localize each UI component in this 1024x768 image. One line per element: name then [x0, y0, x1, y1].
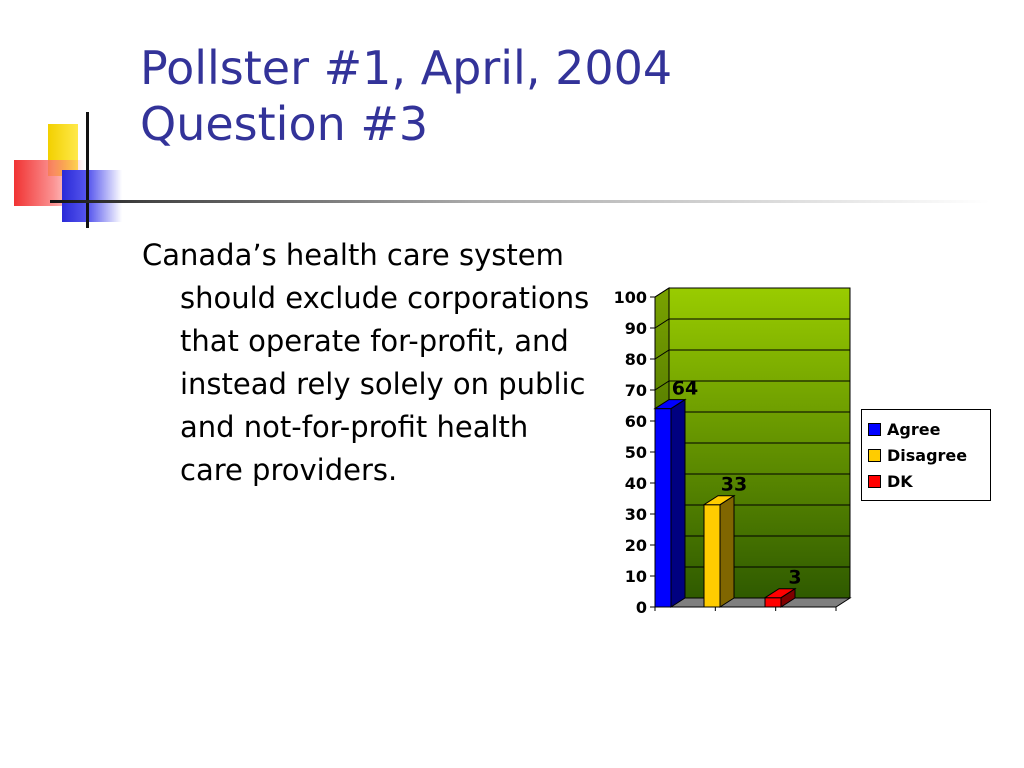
- data-label-agree: 64: [672, 378, 698, 400]
- legend-label-disagree: Disagree: [887, 445, 968, 465]
- bar-agree: [654, 408, 672, 608]
- data-label-dk: 3: [788, 567, 801, 589]
- gridline: [654, 318, 850, 329]
- bar-side-disagree: [719, 494, 735, 608]
- chart-floor: [653, 597, 852, 608]
- bar-dk: [764, 597, 782, 608]
- data-label-disagree: 33: [721, 474, 747, 496]
- y-tick-label: 60: [625, 412, 647, 431]
- y-tick-label: 70: [625, 381, 647, 400]
- y-tick-label: 80: [625, 350, 647, 369]
- bar-top-disagree: [702, 495, 736, 506]
- legend-swatch-agree: [868, 422, 881, 436]
- deco-vertical-line: [86, 112, 89, 228]
- legend-item-agree: Agree: [868, 416, 990, 442]
- bar-side-agree: [670, 398, 686, 608]
- bar-top-agree: [653, 399, 687, 410]
- y-tick-label: 100: [614, 288, 647, 307]
- legend-swatch-dk: [868, 474, 881, 488]
- y-tick-label: 50: [625, 443, 647, 462]
- title-underline: [50, 200, 990, 203]
- chart-legend: Agree Disagree DK: [861, 409, 991, 501]
- y-tick-label: 10: [625, 567, 647, 586]
- y-tick-label: 40: [625, 474, 647, 493]
- legend-label-agree: Agree: [887, 419, 941, 439]
- y-tick-label: 20: [625, 536, 647, 555]
- bar-top-dk: [763, 588, 797, 599]
- bar-disagree: [703, 504, 721, 608]
- legend-item-disagree: Disagree: [868, 442, 990, 468]
- title-line-2: Question #3: [140, 97, 429, 151]
- y-tick-label: 30: [625, 505, 647, 524]
- y-tick-label: 0: [636, 598, 647, 617]
- title-line-1: Pollster #1, April, 2004: [140, 41, 673, 95]
- y-tick-label: 90: [625, 319, 647, 338]
- question-text: Canada’s health care system should exclu…: [142, 238, 590, 487]
- gridline: [654, 349, 850, 360]
- gridline: [654, 287, 850, 298]
- deco-blue-square: [62, 170, 122, 222]
- legend-label-dk: DK: [887, 471, 913, 491]
- legend-item-dk: DK: [868, 468, 990, 494]
- slide-title: Pollster #1, April, 2004 Question #3: [140, 40, 672, 152]
- gridline: [654, 380, 850, 391]
- legend-swatch-disagree: [868, 448, 881, 462]
